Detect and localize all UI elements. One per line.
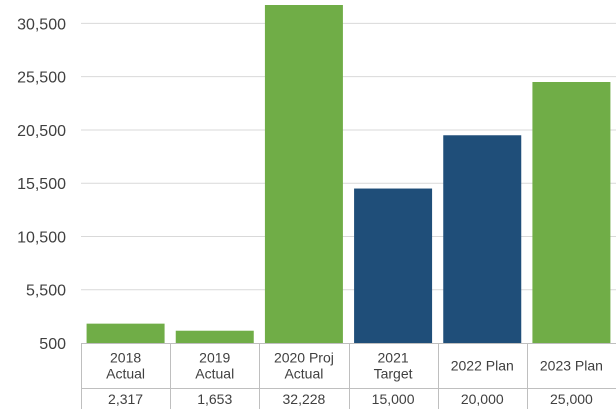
- y-tick-label: 15,500: [17, 176, 66, 193]
- bar: [443, 135, 521, 343]
- category-label: 2019: [199, 350, 230, 366]
- bars: [87, 5, 611, 343]
- y-tick-label: 500: [39, 336, 66, 353]
- y-tick-label: 5,500: [26, 283, 66, 300]
- category-label: Actual: [284, 366, 323, 382]
- value-label: 20,000: [461, 391, 504, 407]
- value-label: 15,000: [372, 391, 415, 407]
- bar: [176, 331, 254, 343]
- category-label: 2018: [110, 350, 141, 366]
- value-label: 32,228: [283, 391, 326, 407]
- value-label: 25,000: [550, 391, 593, 407]
- category-label: 2022 Plan: [451, 358, 514, 374]
- y-tick-label: 25,500: [17, 70, 66, 87]
- category-label: 2023 Plan: [540, 358, 603, 374]
- y-tick-label: 20,500: [17, 123, 66, 140]
- bar: [354, 189, 432, 343]
- y-tick-label: 30,500: [17, 16, 66, 33]
- category-label: 2021: [378, 350, 409, 366]
- category-label: Actual: [195, 366, 234, 382]
- category-label: Actual: [106, 366, 145, 382]
- bar: [265, 5, 343, 343]
- value-label: 2,317: [108, 391, 143, 407]
- y-axis: 500 5,500 10,500 15,500 20,500 25,500 30,500: [17, 16, 66, 353]
- bar: [532, 82, 610, 343]
- category-label: Target: [374, 366, 413, 382]
- y-tick-label: 10,500: [17, 229, 66, 246]
- bar: [87, 324, 165, 343]
- value-label: 1,653: [197, 391, 232, 407]
- category-label: 2020 Proj: [274, 350, 334, 366]
